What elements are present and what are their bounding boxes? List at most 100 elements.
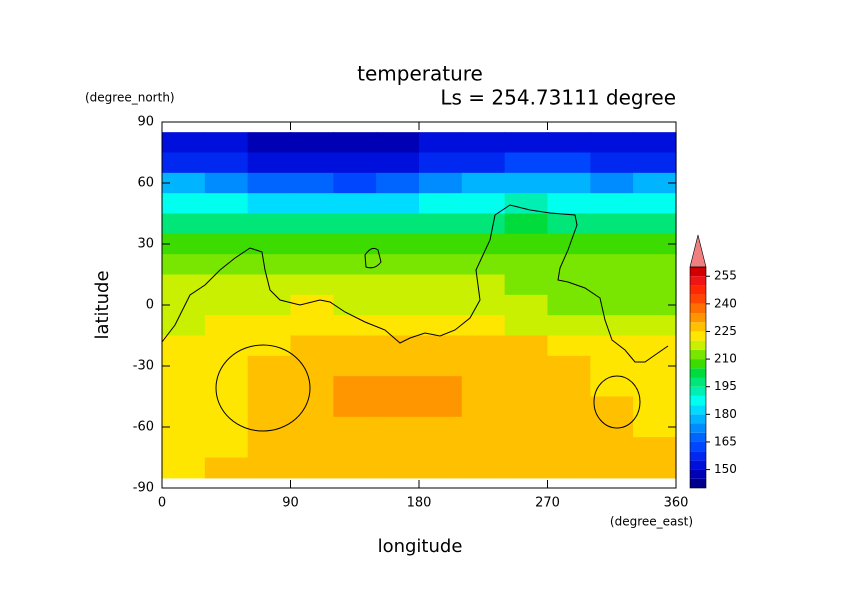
cell: [333, 254, 377, 276]
colorbar-overflow: [689, 234, 707, 268]
cell: [162, 376, 206, 398]
cell: [333, 294, 377, 316]
cell: [547, 416, 591, 438]
cell: [290, 315, 334, 337]
cell: [590, 233, 634, 255]
cell: [376, 233, 420, 255]
cell: [290, 132, 334, 154]
y-units: (degree_north): [85, 91, 175, 105]
cell: [547, 396, 591, 418]
cell: [162, 396, 206, 418]
cell: [461, 152, 506, 174]
cell: [376, 396, 420, 418]
cell: [633, 457, 677, 479]
cell: [633, 376, 677, 398]
cell: [504, 172, 549, 194]
cell: [461, 437, 506, 459]
cell: [204, 213, 249, 235]
colorbar-box: [690, 469, 706, 479]
cell: [333, 152, 377, 174]
cell: [461, 193, 506, 215]
cell: [419, 254, 463, 276]
cell: [547, 315, 591, 337]
cell: [461, 396, 506, 418]
cell: [419, 335, 463, 357]
cell: [247, 335, 292, 357]
cell: [290, 233, 334, 255]
cell: [419, 274, 463, 296]
cell: [633, 437, 677, 459]
cell: [204, 437, 249, 459]
cell: [247, 416, 292, 438]
cell: [504, 416, 549, 438]
cell: [247, 396, 292, 418]
cell: [633, 193, 677, 215]
y-tick-label: 90: [137, 115, 154, 130]
cell: [504, 213, 549, 235]
cell: [376, 294, 420, 316]
x-tick-label: 270: [535, 496, 560, 511]
cell: [376, 152, 420, 174]
colorbar-box: [690, 395, 706, 406]
colorbar-box: [690, 377, 706, 387]
cell: [633, 213, 677, 235]
colorbar-box: [690, 451, 706, 461]
cell: [504, 132, 549, 154]
cell: [419, 172, 463, 194]
cell: [376, 355, 420, 377]
cell: [333, 376, 377, 398]
y-tick-label: -30: [133, 359, 154, 374]
cell: [547, 294, 591, 316]
cell: [633, 355, 677, 377]
colorbar-box: [690, 331, 706, 341]
cell: [162, 274, 206, 296]
cell: [419, 355, 463, 377]
y-tick-label: 60: [137, 176, 154, 191]
cell: [162, 152, 206, 174]
cell: [504, 396, 549, 418]
cell: [162, 457, 206, 479]
y-axis-label: latitude: [92, 270, 113, 339]
cell: [376, 132, 420, 154]
cell: [504, 294, 549, 316]
cell: [461, 294, 506, 316]
cell: [162, 315, 206, 337]
cell: [204, 416, 249, 438]
colorbar-box: [690, 303, 706, 314]
cell: [290, 355, 334, 377]
cell: [419, 213, 463, 235]
cell: [162, 213, 206, 235]
colorbar-box: [690, 322, 706, 332]
cell: [633, 396, 677, 418]
cell: [590, 315, 634, 337]
colorbar-tick-label: 180: [714, 407, 737, 421]
cell: [290, 416, 334, 438]
cell: [419, 416, 463, 438]
cell: [290, 376, 334, 398]
cell: [419, 294, 463, 316]
contour-line: [161, 204, 669, 363]
cell: [461, 132, 506, 154]
cell: [461, 416, 506, 438]
cell: [461, 355, 506, 377]
colorbar-box: [690, 478, 706, 488]
cell: [247, 172, 292, 194]
y-tick-label: 30: [137, 237, 154, 252]
cell: [633, 172, 677, 194]
cell: [547, 457, 591, 479]
cell: [204, 355, 249, 377]
cell: [547, 376, 591, 398]
cell: [504, 457, 549, 479]
cell: [419, 457, 463, 479]
cell: [419, 132, 463, 154]
cell: [247, 294, 292, 316]
cell: [333, 335, 377, 357]
cell: [204, 233, 249, 255]
cell: [333, 213, 377, 235]
cell: [162, 294, 206, 316]
colorbar-box: [690, 432, 706, 442]
cell: [247, 193, 292, 215]
cell: [162, 355, 206, 377]
cell: [204, 335, 249, 357]
cell: [247, 355, 292, 377]
